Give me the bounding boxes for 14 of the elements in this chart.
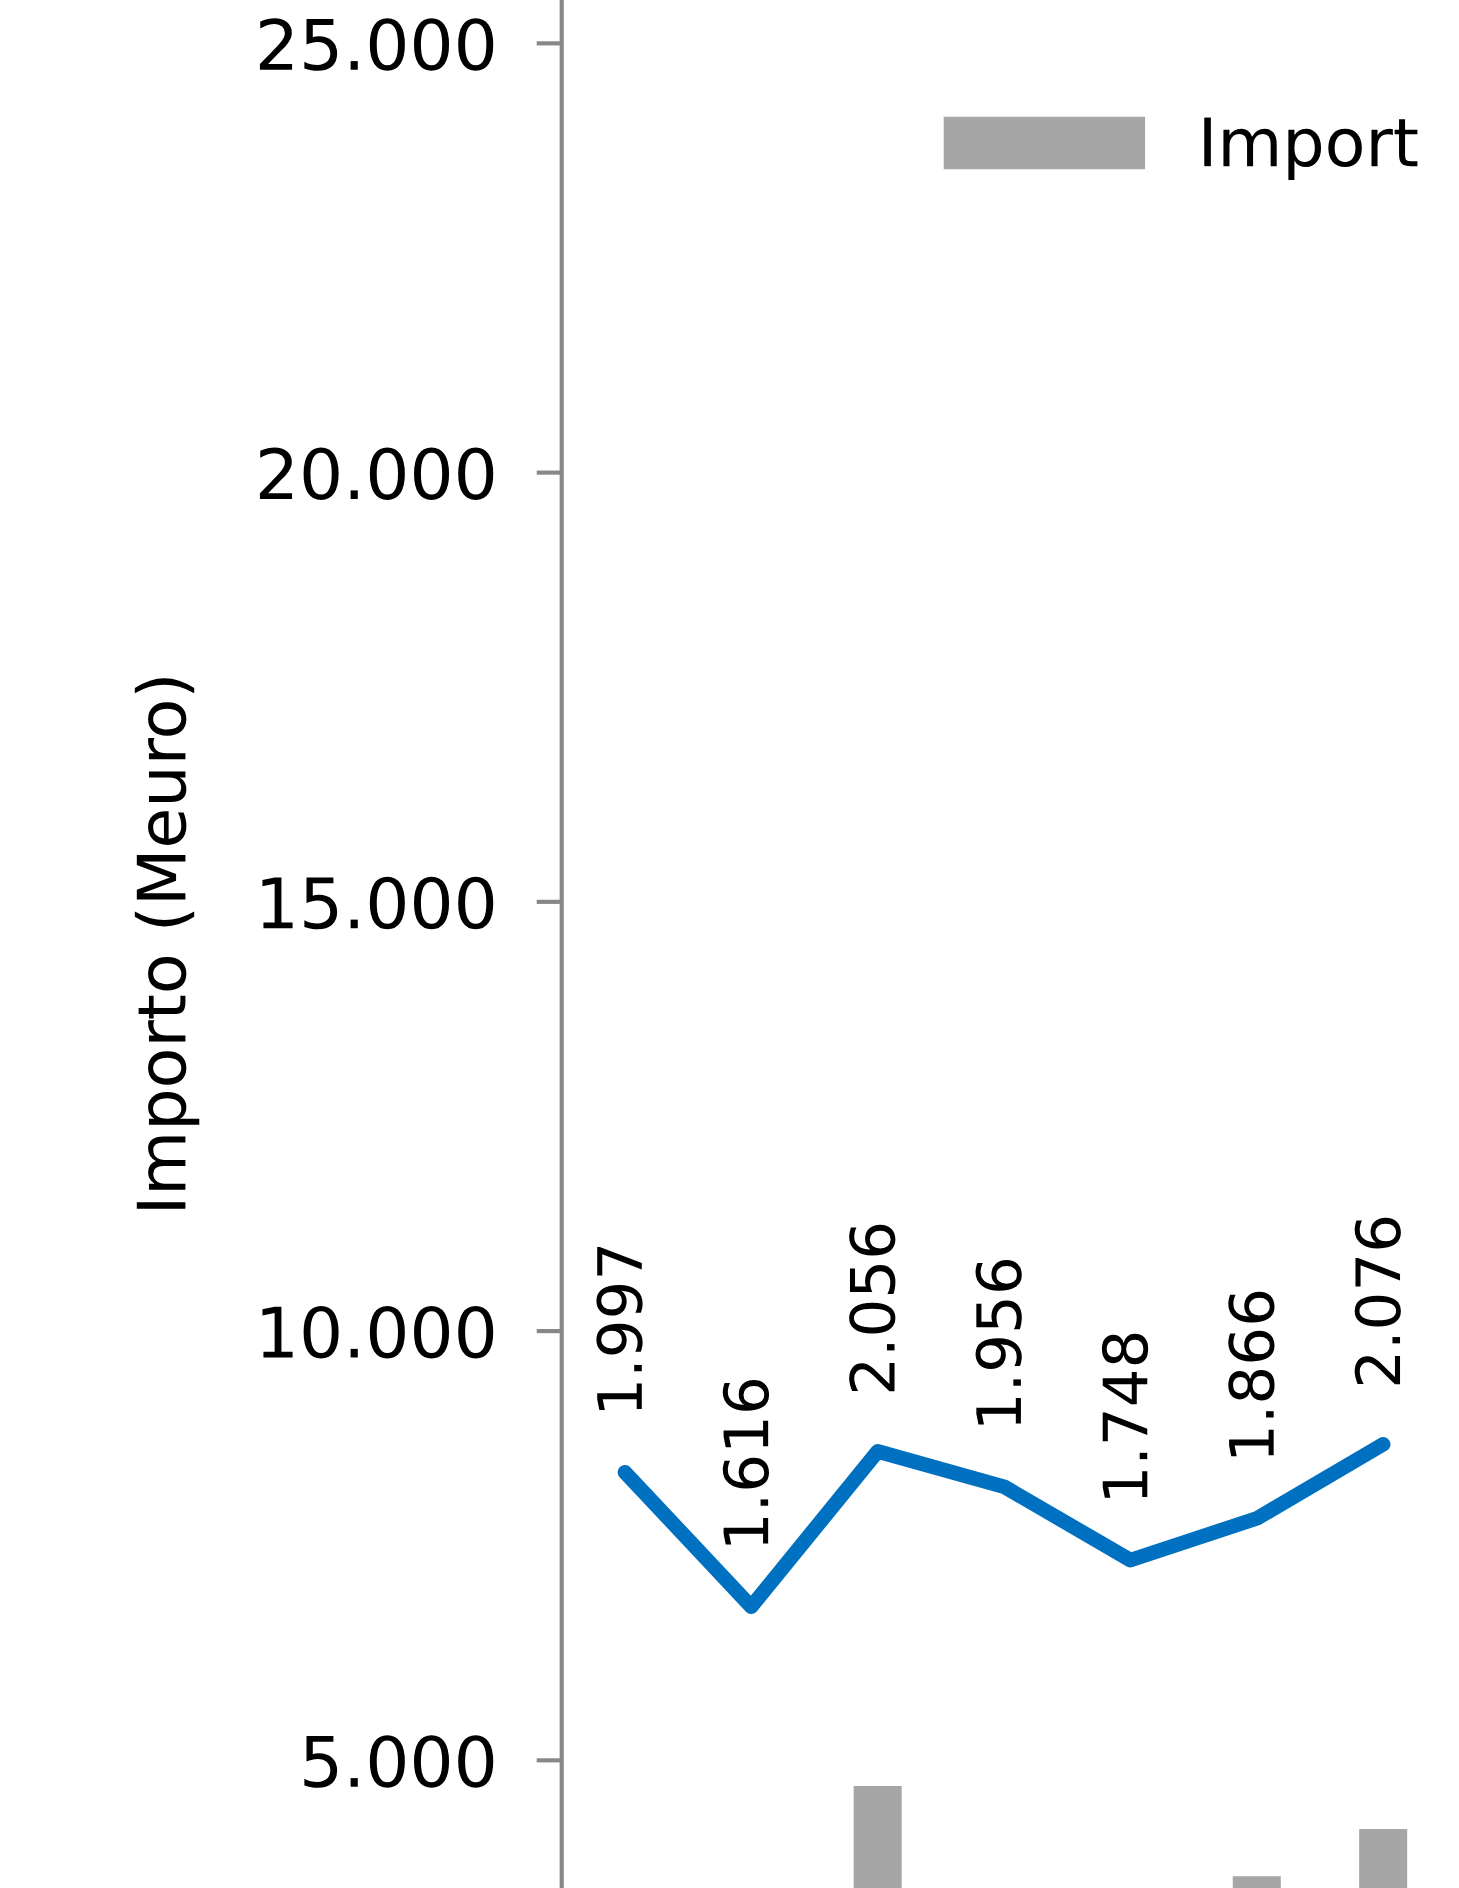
y-tick-label: 25.000 (259, 18, 494, 71)
data-label: 1.616 (722, 1380, 770, 1545)
data-label: 2.076 (1354, 1217, 1401, 1385)
y-axis-title: Importo (Meuro) (134, 678, 200, 1209)
legend-label: Import (1204, 117, 1418, 181)
y-tick-label: 15.000 (262, 876, 494, 930)
data-label: 1.748 (1101, 1333, 1149, 1498)
y-tick-label: 10.000 (262, 1305, 494, 1359)
y-tick-label: 5.000 (304, 1735, 494, 1788)
data-label: 1.997 (596, 1246, 643, 1410)
data-label: 1.866 (1228, 1291, 1275, 1457)
y-tick-label: 20.000 (259, 447, 494, 500)
data-label: 2.056 (849, 1224, 896, 1392)
data-label: 1.956 (975, 1260, 1022, 1425)
